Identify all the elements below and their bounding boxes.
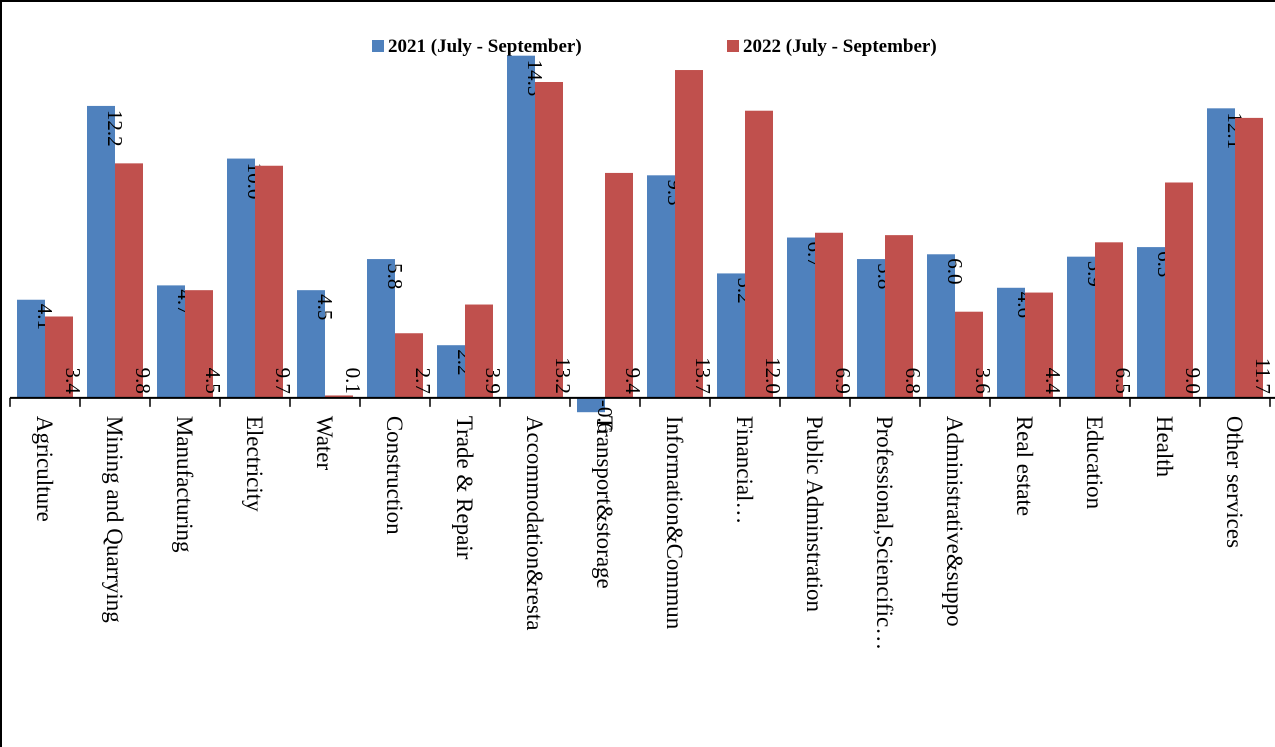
x-tick-label: Health bbox=[1152, 416, 1177, 478]
data-label: 6.5 bbox=[1111, 368, 1135, 394]
bar bbox=[647, 175, 675, 398]
bar bbox=[1095, 242, 1123, 398]
bar bbox=[465, 304, 493, 398]
bar bbox=[1207, 108, 1235, 398]
bar bbox=[1025, 292, 1053, 398]
legend-label: 2022 (July - September) bbox=[743, 36, 937, 57]
bar bbox=[717, 273, 745, 398]
x-tick-label: Agriculture bbox=[32, 416, 57, 522]
data-label: 6.8 bbox=[901, 368, 925, 394]
bar bbox=[1235, 117, 1263, 398]
data-label: 4.5 bbox=[201, 368, 225, 394]
x-tick-label: Mining and Quarrying bbox=[102, 416, 127, 623]
x-tick-label: Manufacturing bbox=[172, 416, 197, 553]
data-label: 3.9 bbox=[481, 368, 505, 394]
bar bbox=[535, 81, 563, 398]
x-tick-label: Other services bbox=[1222, 416, 1247, 548]
bar bbox=[605, 172, 633, 398]
bar bbox=[1137, 247, 1165, 398]
data-label: 3.6 bbox=[971, 368, 995, 394]
legend: 2021 (July - September) 2022 (July - Sep… bbox=[372, 36, 937, 57]
data-label: 6.9 bbox=[831, 368, 855, 394]
bar bbox=[87, 105, 115, 398]
bar bbox=[367, 259, 395, 398]
bar bbox=[577, 397, 605, 413]
bar bbox=[955, 311, 983, 398]
data-label: 4.5 bbox=[313, 294, 337, 320]
x-tick-label: Administrative&suppo bbox=[942, 416, 967, 627]
x-tick-label: Information&Commun bbox=[662, 416, 687, 630]
bar bbox=[1067, 256, 1095, 398]
bar bbox=[927, 254, 955, 398]
x-tick-label: Transport&storage bbox=[592, 416, 617, 589]
data-label: 5.8 bbox=[383, 263, 407, 289]
legend-swatch bbox=[727, 40, 739, 52]
bar bbox=[297, 290, 325, 398]
data-label: 4.4 bbox=[1041, 368, 1065, 395]
bar bbox=[675, 70, 703, 398]
x-tick-label: Real estate bbox=[1012, 416, 1037, 516]
x-tick-label: Education bbox=[1082, 416, 1107, 510]
bar bbox=[395, 333, 423, 398]
x-tick-label: Electricity bbox=[242, 416, 267, 512]
bar bbox=[185, 290, 213, 398]
data-label: 2.7 bbox=[411, 368, 435, 394]
data-label: 9.8 bbox=[131, 368, 155, 394]
data-label: 13.7 bbox=[691, 357, 715, 394]
data-label: 11.7 bbox=[1251, 358, 1275, 394]
bar bbox=[437, 345, 465, 398]
data-label: 13.2 bbox=[551, 357, 575, 394]
x-tick-label: Financial… bbox=[732, 416, 757, 525]
data-label: 6.0 bbox=[943, 258, 967, 284]
data-label: 3.4 bbox=[61, 368, 85, 395]
bar bbox=[787, 237, 815, 398]
bar bbox=[997, 287, 1025, 398]
data-label: 9.0 bbox=[1181, 368, 1205, 394]
bar bbox=[227, 158, 255, 398]
x-tick-label: Water bbox=[312, 416, 337, 471]
bar bbox=[857, 259, 885, 398]
data-label: 12.2 bbox=[103, 110, 127, 147]
data-label: -0.6 bbox=[593, 400, 617, 433]
data-label: 9.7 bbox=[271, 368, 295, 394]
legend-swatch bbox=[372, 40, 384, 52]
bar bbox=[1165, 182, 1193, 398]
legend-label: 2021 (July - September) bbox=[388, 36, 582, 57]
bar bbox=[255, 165, 283, 398]
x-tick-label: Trade & Repair bbox=[452, 416, 477, 560]
x-tick-label: Construction bbox=[382, 416, 407, 535]
bar bbox=[745, 110, 773, 398]
bar bbox=[507, 55, 535, 398]
bar bbox=[885, 235, 913, 398]
bar bbox=[45, 316, 73, 398]
bar bbox=[115, 163, 143, 398]
x-tick-label: Professional,Sciencific… bbox=[872, 416, 897, 650]
bar bbox=[17, 299, 45, 398]
x-tick-label: Public Adminstration bbox=[802, 416, 827, 613]
bar bbox=[325, 395, 353, 398]
x-tick-label: Accommodation&resta bbox=[522, 416, 547, 631]
bar bbox=[157, 285, 185, 398]
data-label: 9.4 bbox=[621, 368, 645, 395]
bar bbox=[815, 232, 843, 398]
data-label: 0.1 bbox=[341, 368, 365, 394]
data-label: 12.0 bbox=[761, 357, 785, 394]
